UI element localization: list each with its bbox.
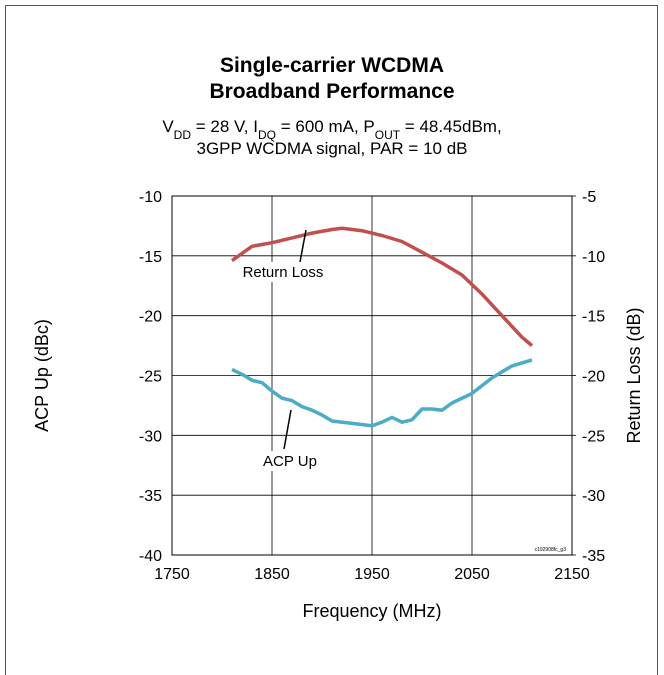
x-tick-label: 1750 [154, 566, 190, 583]
subtitle-part: DD [174, 128, 192, 142]
y-tick-label: -40 [139, 548, 162, 565]
y-tick-label: -10 [139, 189, 162, 206]
y-tick-label: -30 [139, 428, 162, 445]
frame [5, 5, 658, 675]
series-label: ACP Up [263, 453, 317, 470]
y2-tick-label: -15 [582, 309, 605, 326]
x-axis-label: Frequency (MHz) [302, 601, 441, 621]
leader-line [283, 409, 292, 450]
y-tick-label: -20 [139, 309, 162, 326]
y-tick-label: -25 [139, 369, 162, 386]
subtitle-part: 3GPP WCDMA signal, PAR = 10 dB [196, 139, 467, 158]
y2-tick-label: -10 [582, 249, 605, 266]
chart-subtitle: VDD = 28 V, IDQ = 600 mA, POUT = 48.45dB… [162, 117, 501, 142]
subtitle-part: OUT [375, 128, 401, 142]
subtitle-part: DQ [258, 128, 276, 142]
x-tick-label: 2050 [454, 566, 490, 583]
chart-title: Single-carrier WCDMA [220, 54, 444, 77]
x-tick-label: 1950 [354, 566, 390, 583]
subtitle-part: V [162, 117, 174, 136]
annotation-bg [238, 451, 342, 471]
chart-title: Broadband Performance [209, 80, 454, 103]
leader-line [299, 229, 307, 263]
x-tick-label: 2150 [554, 566, 590, 583]
subtitle-part: = 28 V, I [191, 117, 258, 136]
y2-axis-label: Return Loss (dB) [624, 307, 644, 443]
subtitle-part: = 600 mA, P [276, 117, 375, 136]
x-tick-label: 1850 [254, 566, 290, 583]
series-label: Return Loss [243, 264, 324, 281]
y2-tick-label: -5 [582, 189, 596, 206]
y2-tick-label: -30 [582, 488, 605, 505]
y-tick-label: -35 [139, 488, 162, 505]
y-axis-label: ACP Up (dBc) [32, 319, 52, 432]
note: c192908fc_g3 [535, 547, 567, 553]
chart-subtitle: 3GPP WCDMA signal, PAR = 10 dB [196, 139, 467, 158]
y2-tick-label: -35 [582, 548, 605, 565]
y-tick-label: -15 [139, 249, 162, 266]
y2-tick-label: -20 [582, 369, 605, 386]
subtitle-part: = 48.45dBm, [400, 117, 502, 136]
y2-tick-label: -25 [582, 428, 605, 445]
series-line [231, 358, 533, 428]
annotation-bg [231, 262, 335, 282]
series-line [230, 226, 534, 347]
